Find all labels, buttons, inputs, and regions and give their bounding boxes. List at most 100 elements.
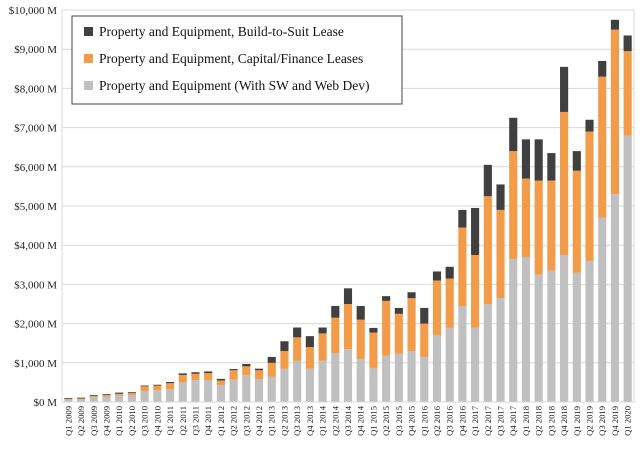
bar-segment-series-2 — [407, 292, 416, 299]
bar-segment-series-2 — [242, 363, 251, 367]
x-tick-label: Q4 2010 — [152, 406, 162, 436]
bar-segment-series-2 — [382, 296, 391, 301]
bar-segment-series-1 — [89, 395, 98, 397]
bar-segment-series-1 — [318, 333, 327, 361]
bar-segment-series-2 — [76, 397, 86, 399]
bar-segment-series-0 — [64, 399, 73, 402]
bar-segment-series-1 — [204, 372, 213, 381]
x-tick-label: Q1 2010 — [114, 406, 124, 436]
y-tick-label: $1,000 M — [14, 358, 57, 370]
bar-segment-series-1 — [471, 255, 480, 328]
bar-segment-series-0 — [89, 396, 98, 402]
bar-segment-series-2 — [471, 207, 480, 255]
x-tick-label: Q1 2013 — [267, 406, 277, 436]
bar-segment-series-0 — [598, 217, 607, 402]
bar-segment-series-0 — [534, 274, 543, 402]
bar-segment-series-0 — [547, 270, 556, 402]
bar-segment-series-2 — [547, 153, 556, 181]
bar-segment-series-0 — [216, 385, 225, 402]
bar-segment-series-2 — [140, 385, 149, 387]
x-tick-label: Q2 2018 — [534, 406, 544, 436]
bar-segment-series-1 — [420, 323, 429, 357]
bar-segment-series-2 — [64, 398, 73, 399]
bar-segment-series-0 — [76, 399, 86, 402]
legend-swatch — [84, 27, 93, 36]
bar-segment-series-2 — [153, 384, 162, 386]
bar-segment-series-0 — [394, 353, 403, 402]
bar-segment-series-2 — [560, 66, 569, 112]
bar-segment-series-0 — [267, 376, 276, 402]
x-tick-label: Q3 2010 — [140, 406, 150, 436]
bar-segment-series-0 — [178, 382, 187, 402]
bar-segment-series-0 — [496, 298, 505, 402]
bar-segment-series-1 — [534, 180, 543, 275]
bar-segment-series-2 — [127, 392, 136, 393]
y-tick-label: $5,000 M — [14, 201, 57, 213]
bar-segment-series-1 — [127, 392, 136, 395]
bar-segment-series-0 — [369, 367, 378, 402]
bar-segment-series-0 — [471, 327, 480, 402]
bar-segment-series-1 — [242, 366, 251, 376]
bar-segment-series-1 — [496, 209, 505, 299]
bar-segment-series-2 — [623, 35, 632, 52]
y-tick-label: $8,000 M — [14, 83, 57, 95]
bar-segment-series-1 — [407, 298, 416, 352]
bar-segment-series-1 — [483, 196, 492, 304]
x-tick-label: Q3 2017 — [496, 405, 506, 436]
x-tick-label: Q1 2012 — [216, 406, 226, 436]
bar-segment-series-0 — [445, 327, 454, 402]
x-tick-label: Q4 2014 — [356, 405, 366, 436]
bar-segment-series-1 — [102, 394, 111, 397]
bar-segment-series-2 — [293, 327, 302, 338]
bar-segment-series-0 — [382, 355, 391, 402]
bar-segment-series-1 — [585, 131, 594, 261]
bar-segment-series-1 — [432, 280, 442, 336]
x-tick-label: Q4 2017 — [508, 405, 518, 436]
bar-segment-series-0 — [521, 256, 531, 402]
bar-segment-series-0 — [432, 335, 442, 402]
bar-segment-series-2 — [483, 164, 492, 197]
bar-segment-series-2 — [267, 356, 276, 363]
bar-segment-series-2 — [305, 336, 314, 348]
bar-segment-series-0 — [407, 351, 416, 402]
x-tick-label: Q4 2011 — [203, 406, 213, 436]
bar-segment-series-1 — [280, 351, 289, 369]
y-tick-label: $0 M — [33, 397, 57, 409]
bar-segment-series-0 — [572, 272, 581, 402]
x-tick-label: Q2 2019 — [585, 406, 595, 436]
bar-segment-series-1 — [598, 76, 607, 218]
x-tick-label: Q3 2019 — [597, 406, 607, 436]
bar-segment-series-2 — [496, 184, 505, 210]
bar-segment-series-0 — [458, 305, 467, 402]
bar-segment-series-2 — [585, 119, 594, 132]
x-tick-label: Q1 2014 — [318, 405, 328, 436]
bar-segment-series-0 — [420, 356, 429, 402]
bar-segment-series-0 — [204, 380, 213, 402]
x-tick-label: Q3 2012 — [241, 406, 251, 436]
x-tick-label: Q2 2015 — [381, 406, 391, 436]
bar-segment-series-1 — [445, 278, 454, 328]
x-tick-label: Q1 2015 — [368, 406, 378, 436]
bar-segment-series-1 — [153, 385, 162, 391]
plot-frame — [61, 9, 635, 403]
x-tick-label: Q4 2018 — [559, 406, 569, 436]
bar-segment-series-1 — [560, 111, 569, 255]
bars — [64, 19, 632, 402]
bar-segment-series-2 — [254, 368, 264, 371]
bar-segment-series-2 — [102, 394, 111, 395]
x-tick-label: Q3 2018 — [546, 406, 556, 436]
y-tick-label: $3,000 M — [14, 279, 57, 291]
y-tick-label: $10,000 M — [9, 5, 58, 17]
x-tick-label: Q1 2009 — [63, 406, 73, 436]
bar-segment-series-2 — [89, 394, 98, 396]
x-tick-label: Q4 2015 — [407, 406, 417, 436]
bar-segment-series-0 — [280, 368, 289, 402]
bar-segment-series-1 — [64, 398, 73, 400]
y-tick-label: $2,000 M — [14, 319, 57, 331]
bar-segment-series-2 — [280, 341, 289, 352]
bar-segment-series-0 — [115, 395, 124, 402]
x-tick-label: Q2 2011 — [178, 406, 188, 436]
bar-segment-series-0 — [153, 390, 162, 402]
bar-segment-series-1 — [178, 374, 187, 383]
